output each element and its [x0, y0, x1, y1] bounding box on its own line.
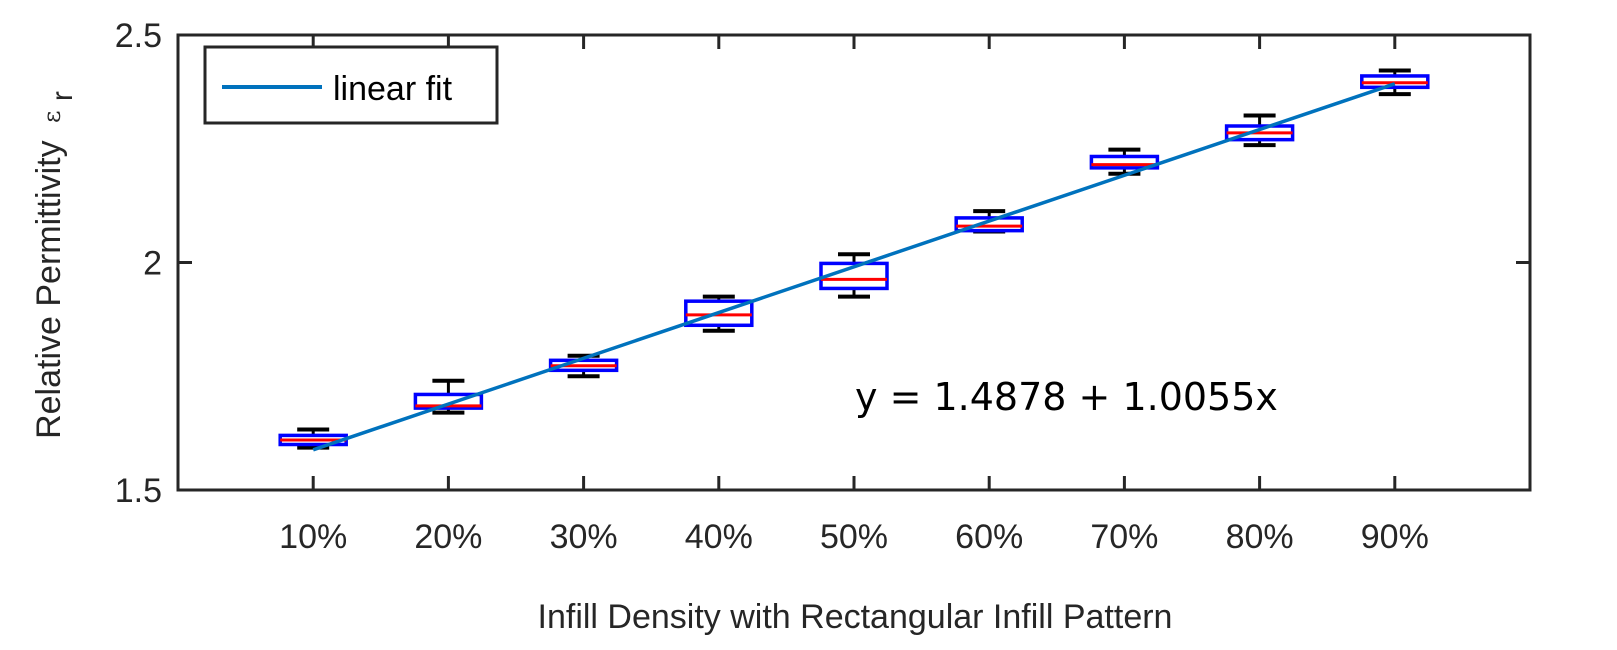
box-60% [954, 209, 1024, 234]
legend: linear fit [203, 45, 499, 125]
box-20% [413, 378, 484, 415]
x-tick-label: 90% [1361, 518, 1429, 556]
x-tick-label: 50% [820, 518, 888, 556]
legend-label: linear fit [333, 70, 453, 108]
y-tick-label: 1.5 [115, 472, 162, 510]
axes: 1.5 2 2.5 10% 20% 30% 40% 50% 60% 70% 80% 90% [115, 17, 1532, 556]
x-tick-label: 20% [414, 518, 482, 556]
y-tick-label: 2 [143, 245, 162, 283]
fit-equation-annotation: y = 1.4878 + 1.0055x [855, 375, 1278, 419]
svg-text:Relative Permittivity ε: Relative Permittivity ε r [30, 91, 79, 439]
box-10% [278, 427, 348, 450]
x-tick-label: 70% [1090, 518, 1158, 556]
x-tick-label: 10% [279, 518, 347, 556]
x-tick-label: 40% [685, 518, 753, 556]
box-iqr [954, 216, 1024, 233]
x-tick-label: 30% [550, 518, 618, 556]
y-axis-title-text: Relative Permittivity [30, 140, 68, 439]
box-50% [819, 252, 889, 299]
y-axis-title-subscript: r [46, 91, 79, 101]
box-90% [1360, 68, 1430, 97]
box-40% [684, 294, 754, 333]
box-iqr [819, 261, 889, 291]
box-80% [1224, 113, 1295, 148]
y-axis-title: Relative Permittivity ε r [30, 91, 79, 439]
box-iqr [413, 392, 484, 410]
y-axis-title-symbol: ε [38, 111, 66, 123]
y-tick-label: 2.5 [115, 17, 162, 55]
x-axis-title: Infill Density with Rectangular Infill P… [538, 598, 1173, 636]
linear-fit-line [312, 82, 1396, 452]
box-iqr [684, 299, 754, 328]
chart-marks [278, 68, 1430, 452]
x-tick-label: 60% [955, 518, 1023, 556]
box-iqr [1089, 154, 1160, 170]
x-tick-label: 80% [1226, 518, 1294, 556]
